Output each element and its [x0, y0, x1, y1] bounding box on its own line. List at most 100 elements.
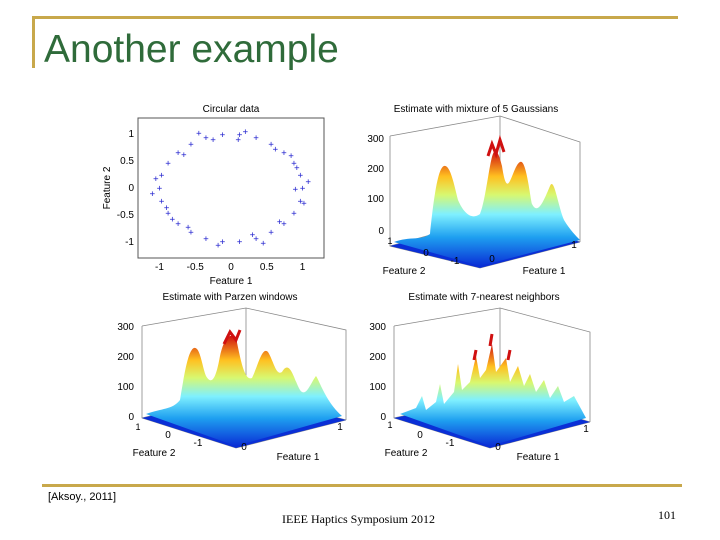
- scatter-point: +: [273, 145, 279, 155]
- scatter-point: +: [220, 237, 226, 247]
- x-tick-label: 0.5: [260, 262, 274, 273]
- scatter-point: +: [181, 151, 187, 161]
- scatter-point: +: [268, 228, 274, 238]
- surface-gaussian-mixture: [394, 151, 580, 266]
- scatter-point: +: [298, 171, 304, 181]
- scatter-point: +: [153, 174, 159, 184]
- surface-peak: [472, 333, 512, 361]
- scatter-point: +: [203, 235, 209, 245]
- scatter-points: +++++++++++++++++++ + + +++++++++++++++++++…: [150, 127, 312, 251]
- y-tick-label: -1: [446, 438, 455, 449]
- scatter-point: +: [196, 129, 202, 139]
- z-tick-label: 0: [128, 412, 134, 423]
- x-tick-label: 0: [495, 442, 501, 453]
- x-tick-label: 1: [300, 262, 306, 273]
- scatter-x-ticks: -1 -0.5 0 0.5 1: [155, 262, 306, 273]
- x-tick-label: 1: [337, 422, 343, 433]
- scatter-point: +: [253, 235, 259, 245]
- x-axis-label: Feature 1: [277, 452, 320, 463]
- circular-data-panel: Circular data +++++++++++++++++++ + + +++++…: [102, 104, 325, 287]
- y-tick-label: 0: [165, 430, 171, 441]
- y-tick-label: -1: [451, 256, 460, 267]
- scatter-point: +: [210, 136, 216, 146]
- scatter-point: +: [165, 209, 171, 219]
- scatter-point: +: [170, 215, 176, 225]
- scatter-point: +: [188, 140, 194, 150]
- scatter-point: +: [235, 136, 241, 146]
- parzen-title: Estimate with Parzen windows: [162, 292, 297, 303]
- scatter-point: +: [165, 159, 171, 169]
- scatter-point: +: [185, 223, 191, 233]
- x-tick-label: -0.5: [187, 262, 205, 273]
- y-tick-label: 0: [423, 248, 429, 259]
- x-axis-label: Feature 1: [523, 266, 566, 277]
- z-tick-label: 300: [369, 322, 386, 333]
- y-tick-label: -1: [194, 438, 203, 449]
- gaussian-mixture-panel: Estimate with mixture of 5 Gaussians 300…: [367, 104, 581, 277]
- knn-panel: Estimate with 7-nearest neighbors 300 20…: [369, 292, 591, 463]
- scatter-point: +: [288, 152, 294, 162]
- z-tick-label: 100: [367, 194, 384, 205]
- left-rule: [32, 16, 35, 68]
- y-tick-label: 0: [128, 183, 134, 194]
- scatter-point: +: [293, 185, 299, 195]
- knn-title: Estimate with 7-nearest neighbors: [408, 292, 559, 303]
- y-tick-label: 0.5: [120, 156, 134, 167]
- x-tick-label: 1: [583, 424, 589, 435]
- citation: [Aksoy., 2011]: [48, 491, 117, 503]
- scatter-point: +: [294, 164, 300, 174]
- top-rule: [32, 16, 678, 19]
- z-tick-label: 100: [369, 382, 386, 393]
- scatter-point: +: [215, 241, 221, 251]
- scatter-point: +: [291, 159, 297, 169]
- gaussian-mixture-title: Estimate with mixture of 5 Gaussians: [394, 104, 559, 115]
- scatter-point: +: [298, 197, 304, 207]
- scatter-point: +: [268, 140, 274, 150]
- y-tick-label: -0.5: [117, 210, 135, 221]
- scatter-point: +: [159, 171, 165, 181]
- footer-text: IEEE Haptics Symposium 2012: [282, 512, 435, 526]
- scatter-point: +: [277, 217, 283, 227]
- scatter-point: +: [306, 178, 312, 188]
- x-axis-label: Feature 1: [517, 452, 560, 463]
- scatter-point: +: [164, 203, 170, 213]
- z-tick-label: 100: [117, 382, 134, 393]
- slide-title: Another example: [44, 28, 339, 71]
- scatter-point: +: [291, 209, 297, 219]
- surface-peak: [222, 329, 242, 345]
- scatter-point: +: [243, 127, 249, 137]
- bottom-rule: [42, 484, 682, 487]
- z-tick-label: 200: [367, 164, 384, 175]
- z-tick-label: 300: [117, 322, 134, 333]
- y-axis-label: Feature 2: [133, 448, 176, 459]
- scatter-point: +: [203, 133, 209, 143]
- scatter-point: +: [220, 131, 226, 141]
- y-tick-label: 1: [135, 422, 140, 432]
- y-tick-label: -1: [125, 237, 134, 248]
- y-tick-label: 1: [387, 236, 392, 246]
- scatter-point: +: [237, 237, 243, 247]
- z-tick-label: 0: [378, 226, 384, 237]
- scatter-point: +: [159, 197, 165, 207]
- scatter-point: +: [150, 189, 156, 199]
- x-tick-label: 1: [571, 240, 577, 251]
- scatter-y-ticks: 1 0.5 0 -0.5 -1: [117, 129, 135, 248]
- surface-parzen: [146, 335, 342, 446]
- y-axis-label: Feature 2: [385, 448, 428, 459]
- scatter-point: +: [175, 148, 181, 158]
- scatter-point: +: [237, 131, 243, 141]
- scatter-point: +: [281, 220, 287, 230]
- scatter-axes-frame: [137, 117, 325, 259]
- y-tick-label: 1: [387, 420, 392, 430]
- z-tick-label: 0: [380, 412, 386, 423]
- scatter-point: +: [188, 228, 194, 238]
- figure: Circular data +++++++++++++++++++ + + +++++…: [102, 104, 591, 463]
- scatter-point: +: [300, 184, 306, 194]
- scatter-point: +: [250, 230, 256, 240]
- x-tick-label: 0: [489, 254, 495, 265]
- scatter-point: +: [175, 220, 181, 230]
- x-tick-label: 0: [228, 262, 234, 273]
- scatter-y-label: Feature 2: [102, 166, 113, 209]
- scatter-x-label: Feature 1: [210, 276, 253, 287]
- z-tick-label: 200: [369, 352, 386, 363]
